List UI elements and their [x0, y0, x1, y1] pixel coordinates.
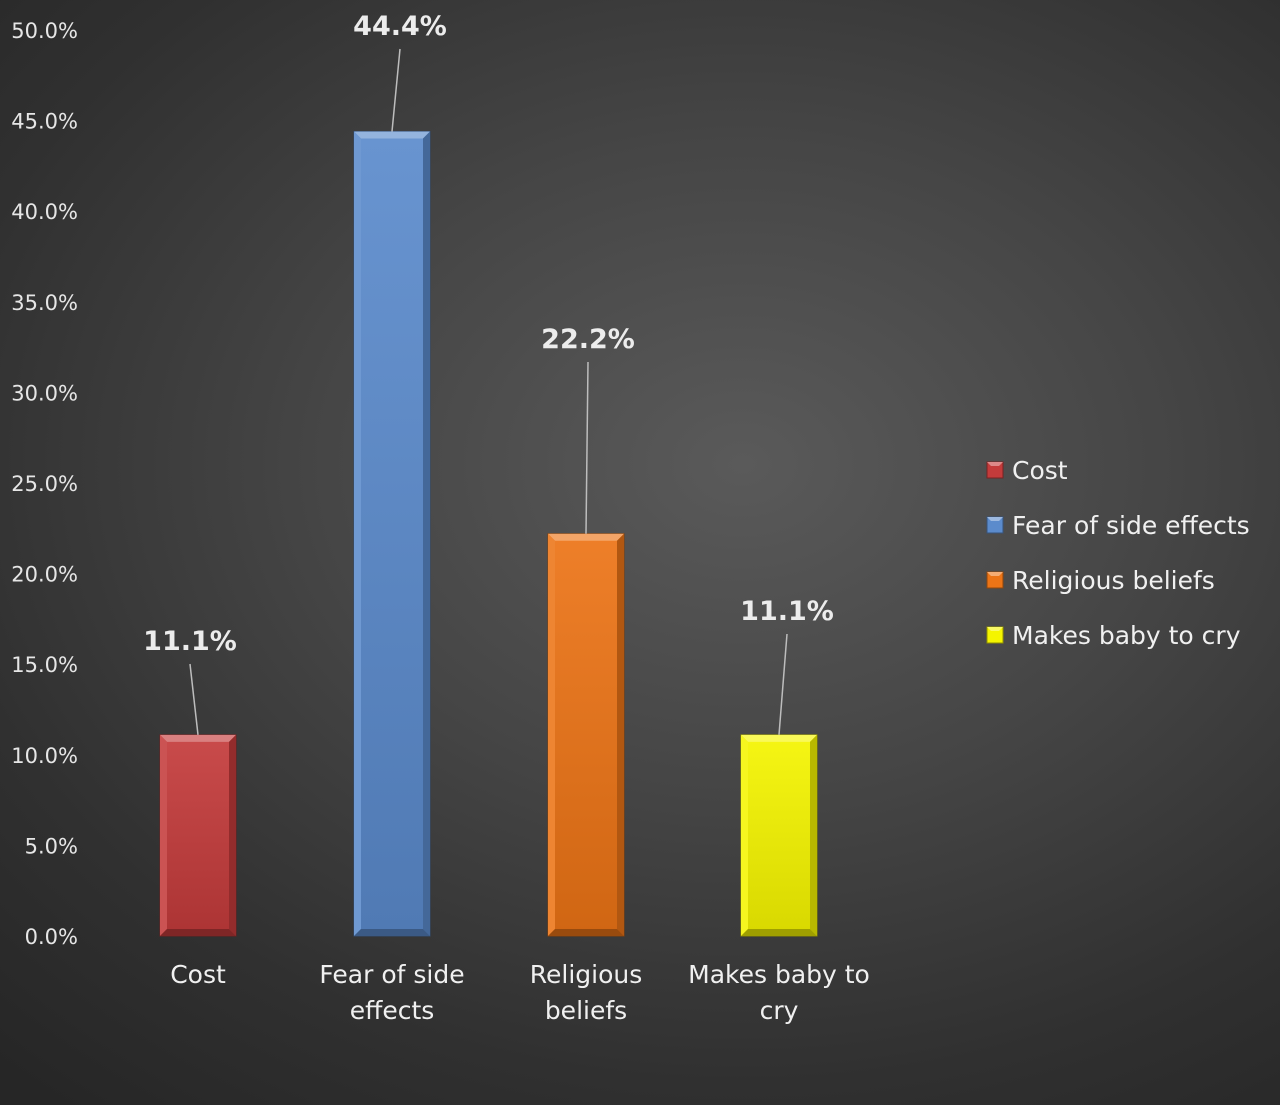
bar-2: [353, 130, 431, 937]
y-tick-label: 15.0%: [11, 653, 78, 677]
legend-label: Religious beliefs: [1012, 566, 1215, 595]
legend-label: Cost: [1012, 456, 1068, 485]
leader-line: [778, 633, 788, 735]
y-tick-label: 10.0%: [11, 744, 78, 768]
data-label: 44.4%: [353, 11, 447, 42]
bars-group: [159, 130, 818, 937]
legend-label: Makes baby to cry: [1012, 621, 1241, 650]
y-tick-label: 50.0%: [11, 19, 78, 43]
legend-item: Makes baby to cry: [986, 621, 1241, 650]
bar-3: [547, 533, 625, 937]
data-labels-group: 11.1% 44.4% 22.2% 11.1%: [143, 11, 834, 657]
y-axis: 0.0% 5.0% 10.0% 15.0% 20.0% 25.0% 30.0% 35.0% 40…: [11, 19, 78, 949]
legend-label: Fear of side effects: [1012, 511, 1250, 540]
y-tick-label: 30.0%: [11, 381, 78, 405]
data-label: 11.1%: [143, 626, 237, 657]
leader-line: [585, 361, 589, 534]
data-label: 11.1%: [740, 596, 834, 627]
category-label: Cost: [170, 960, 226, 989]
data-label: 22.2%: [541, 324, 635, 355]
leader-line: [189, 663, 199, 735]
leader-line: [391, 48, 401, 132]
y-tick-label: 35.0%: [11, 291, 78, 315]
category-label: Religious beliefs: [530, 960, 643, 1025]
category-label: Makes baby to cry: [688, 960, 870, 1025]
bar-1: [159, 734, 237, 937]
y-tick-label: 40.0%: [11, 200, 78, 224]
y-tick-label: 20.0%: [11, 563, 78, 587]
category-label: Fear of side effects: [319, 960, 464, 1025]
legend-item: Fear of side effects: [986, 511, 1250, 540]
y-tick-label: 5.0%: [25, 834, 78, 858]
legend: Cost Fear of side effects Religious belief…: [986, 456, 1250, 650]
y-tick-label: 0.0%: [25, 925, 78, 949]
category-labels: Cost Fear of side effects Religious beliefs M…: [170, 960, 870, 1025]
y-tick-label: 25.0%: [11, 472, 78, 496]
legend-item: Cost: [986, 456, 1068, 485]
legend-item: Religious beliefs: [986, 566, 1215, 595]
data-label-leaders: [189, 48, 788, 735]
bar-4: [740, 734, 818, 937]
y-tick-label: 45.0%: [11, 110, 78, 134]
